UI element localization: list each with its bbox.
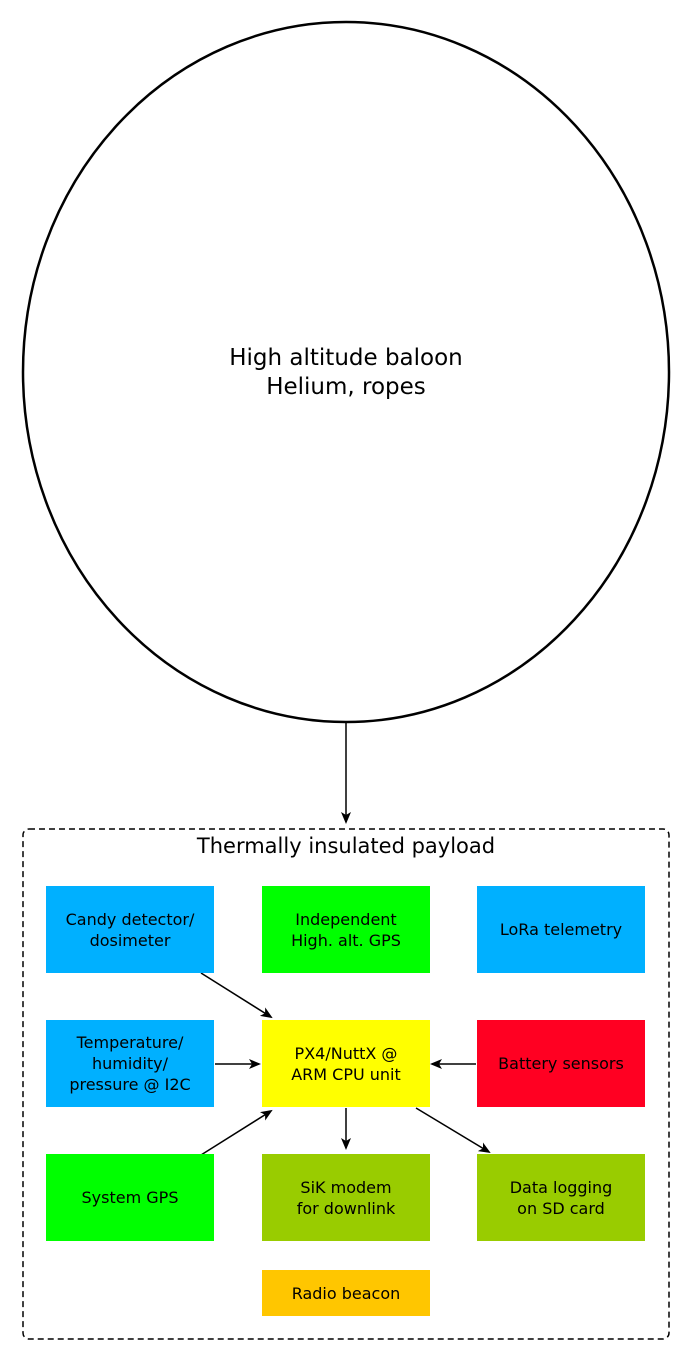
data-logging-box: Data logging on SD card (477, 1154, 645, 1241)
radio-beacon-box: Radio beacon (262, 1270, 430, 1316)
sik-modem-line2: for downlink (296, 1198, 396, 1218)
arrow-system-gps-to-cpu (200, 1109, 273, 1156)
system-gps-line1: System GPS (81, 1188, 179, 1207)
candy-detector-line1: Candy detector/ (65, 909, 195, 929)
sik-modem-line1: SiK modem (300, 1177, 392, 1197)
temperature-line1: Temperature/ (76, 1033, 184, 1052)
lora-telemetry-box: LoRa telemetry (477, 886, 645, 973)
data-logging-line2: on SD card (517, 1198, 605, 1218)
balloon-label: High altitude baloon Helium, ropes (23, 344, 669, 402)
cpu-unit-line2: ARM CPU unit (291, 1064, 401, 1084)
temperature-line3: pressure @ I2C (69, 1075, 191, 1094)
independent-gps-line1: Independent (295, 909, 397, 929)
payload-container (22, 828, 670, 1340)
payload-title: Thermally insulated payload (196, 834, 496, 858)
lora-telemetry-line1: LoRa telemetry (499, 920, 623, 939)
candy-detector-box: Candy detector/ dosimeter (46, 886, 214, 973)
data-logging-line1: Data logging (509, 1177, 613, 1197)
battery-sensors-line1: Battery sensors (498, 1054, 624, 1073)
independent-gps-box: Independent High. alt. GPS (262, 886, 430, 973)
cpu-unit-box: PX4/NuttX @ ARM CPU unit (262, 1020, 430, 1107)
temperature-line2: humidity/ (91, 1054, 169, 1073)
radio-beacon-line1: Radio beacon (291, 1283, 401, 1303)
arrow-candy-to-cpu (200, 972, 273, 1019)
arrow-cpu-to-logging (415, 1107, 491, 1154)
balloon-label-line2: Helium, ropes (266, 374, 426, 400)
system-gps-box: System GPS (46, 1154, 214, 1241)
balloon-shape (21, 20, 671, 724)
balloon-label-line1: High altitude baloon (229, 345, 463, 371)
temperature-sensor-box: Temperature/ humidity/ pressure @ I2C (46, 1020, 214, 1107)
battery-sensors-box: Battery sensors (477, 1020, 645, 1107)
candy-detector-line2: dosimeter (89, 930, 171, 950)
sik-modem-box: SiK modem for downlink (262, 1154, 430, 1241)
cpu-unit-line1: PX4/NuttX @ (294, 1043, 398, 1063)
independent-gps-line2: High. alt. GPS (291, 930, 401, 950)
